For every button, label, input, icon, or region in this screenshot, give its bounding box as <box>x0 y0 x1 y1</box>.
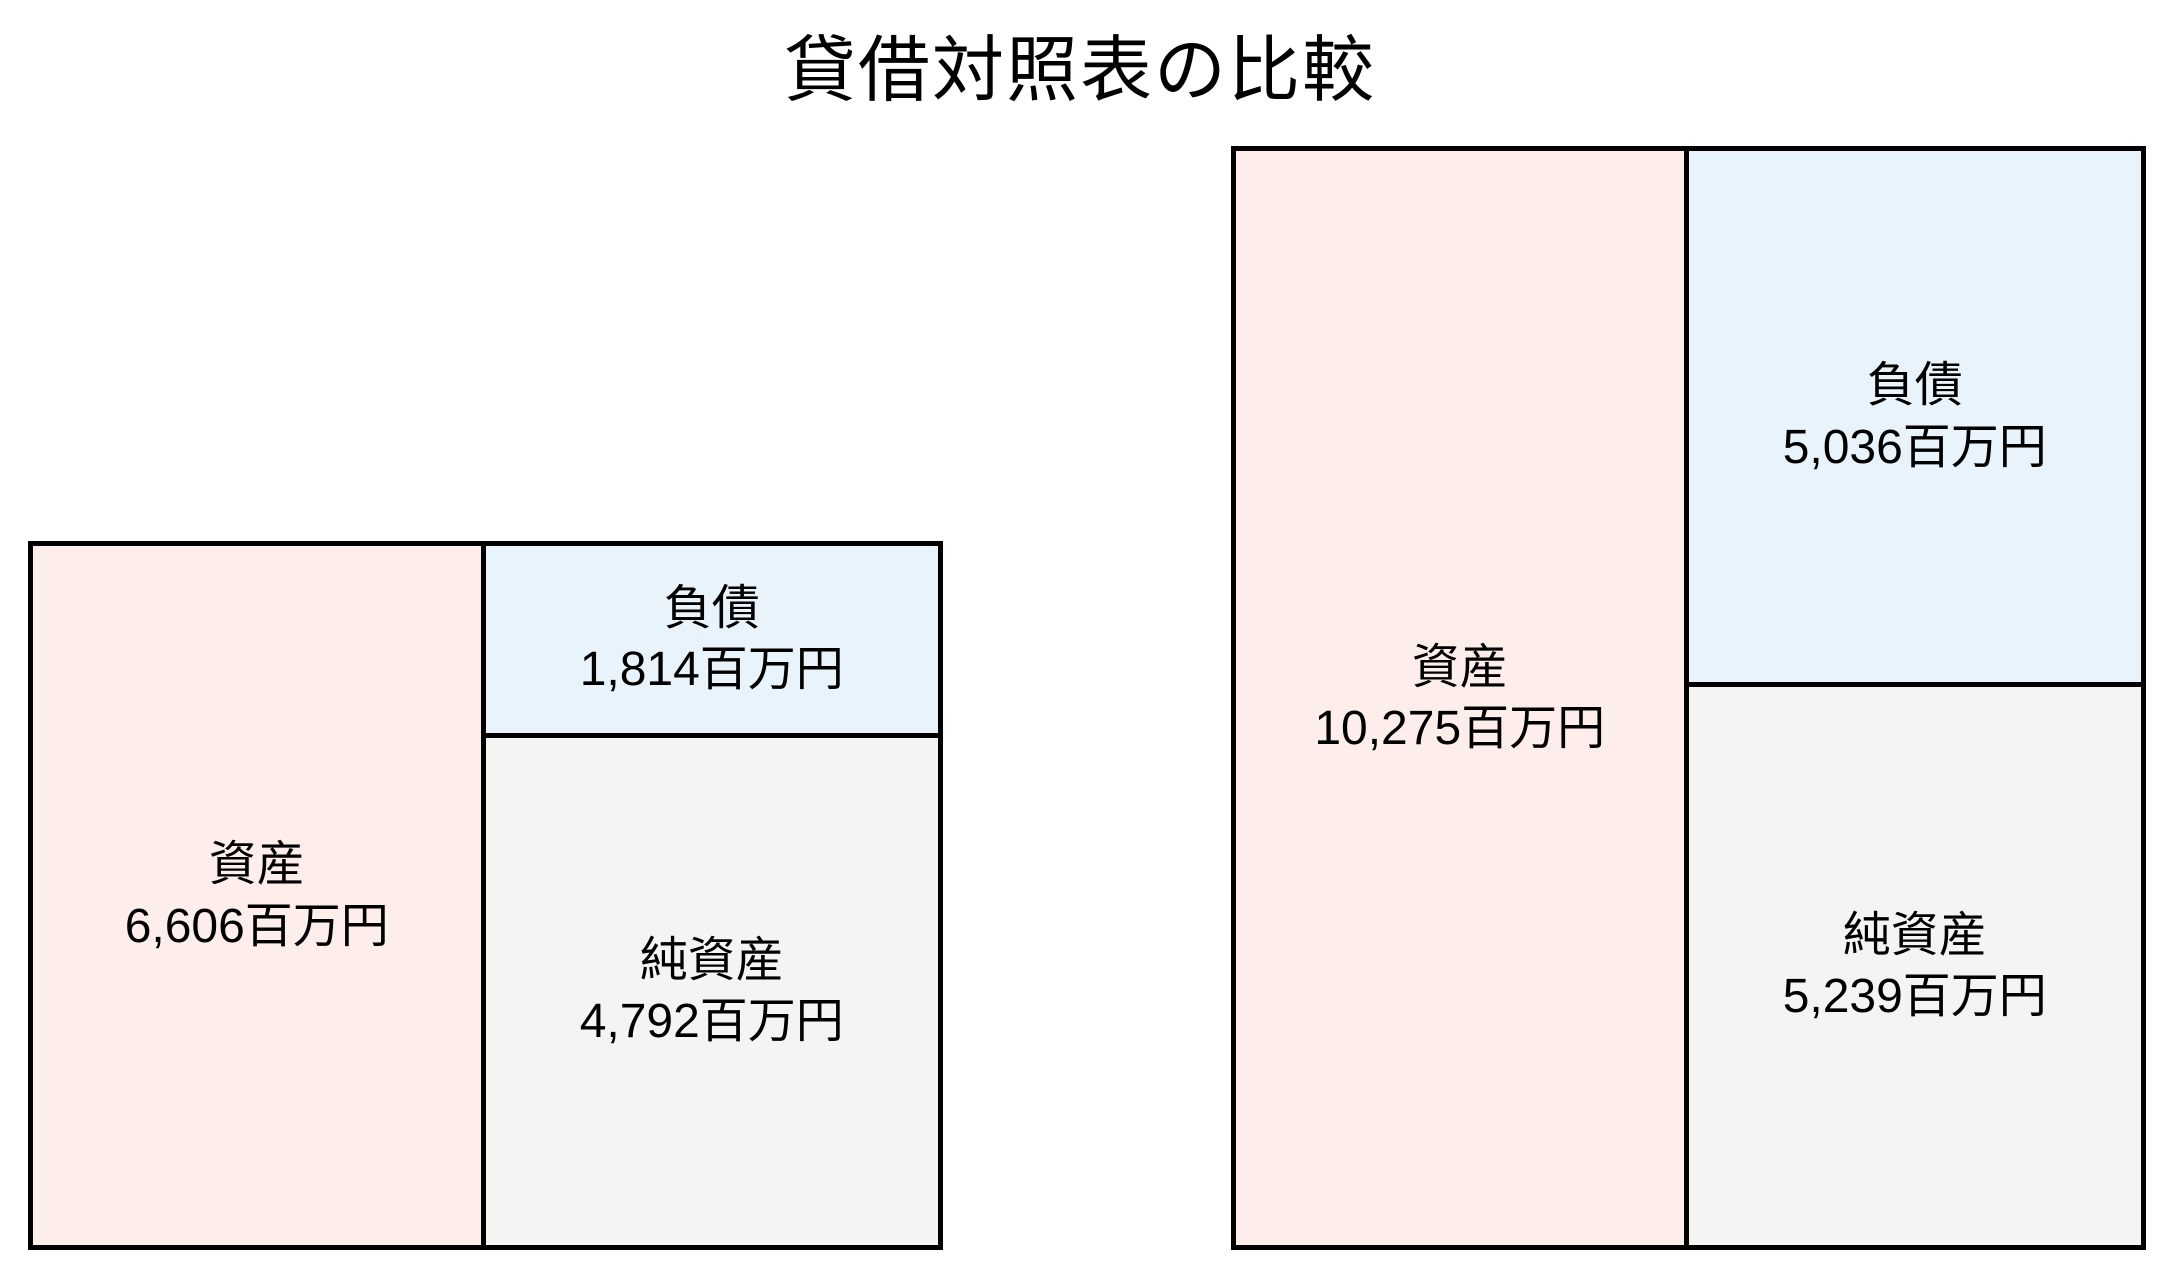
net-assets-label-block: 純資産 4,792百万円 <box>580 930 844 1053</box>
liabilities-value: 1,814百万円 <box>579 643 844 697</box>
liabilities-value: 5,036百万円 <box>1782 420 2047 474</box>
liabilities-netassets-column: 負債 1,814百万円 純資産 4,792百万円 <box>485 546 938 1245</box>
assets-box: 資産 6,606百万円 <box>33 546 486 1245</box>
assets-label: 資産 <box>208 838 305 892</box>
assets-value: 6,606百万円 <box>124 899 389 953</box>
net-assets-label: 純資産 <box>639 934 784 988</box>
liabilities-label-block: 負債 1,814百万円 <box>580 578 844 701</box>
liabilities-box: 負債 1,814百万円 <box>485 546 938 738</box>
assets-label-block: 資産 10,275百万円 <box>1314 637 1605 760</box>
net-assets-value: 4,792百万円 <box>579 995 844 1049</box>
liabilities-label-block: 負債 5,036百万円 <box>1783 355 2047 478</box>
liabilities-label: 負債 <box>1866 359 1963 413</box>
chart-title: 貸借対照表の比較 <box>783 31 1376 111</box>
net-assets-value: 5,239百万円 <box>1782 970 2047 1024</box>
net-assets-label: 純資産 <box>1842 908 1987 962</box>
assets-label-block: 資産 6,606百万円 <box>125 834 389 957</box>
net-assets-box: 純資産 5,239百万円 <box>1688 687 2141 1245</box>
balance-sheet-left: 資産 6,606百万円 負債 1,814百万円 純資産 4,792百万円 <box>28 541 943 1250</box>
liabilities-box: 負債 5,036百万円 <box>1688 151 2141 688</box>
liabilities-netassets-column: 負債 5,036百万円 純資産 5,239百万円 <box>1688 151 2141 1245</box>
assets-label: 資産 <box>1411 640 1508 694</box>
net-assets-box: 純資産 4,792百万円 <box>485 737 938 1245</box>
balance-sheet-right: 資産 10,275百万円 負債 5,036百万円 純資産 5,239百万円 <box>1231 146 2146 1250</box>
liabilities-label: 負債 <box>663 582 760 636</box>
assets-value: 10,275百万円 <box>1314 702 1606 755</box>
net-assets-label-block: 純資産 5,239百万円 <box>1783 905 2047 1028</box>
assets-box: 資産 10,275百万円 <box>1236 151 1689 1245</box>
